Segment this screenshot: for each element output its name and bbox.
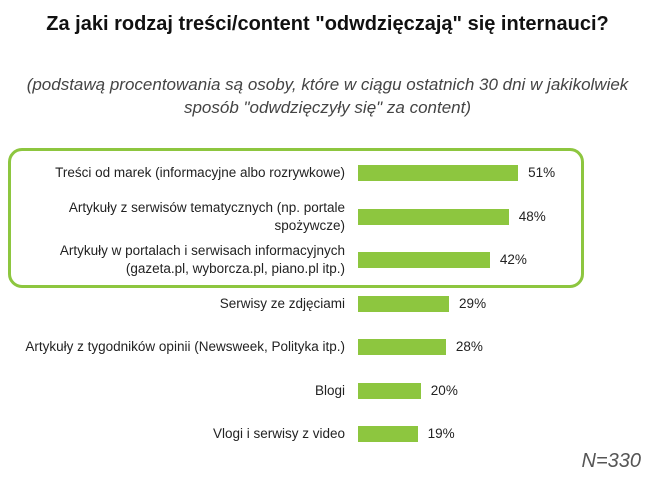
value-label: 19%	[427, 426, 455, 441]
chart-title: Za jaki rodzaj treści/content "odwdzięcz…	[46, 13, 609, 35]
bar	[358, 339, 446, 355]
category-label: Artykuły w portalach i serwisach informa…	[59, 243, 345, 276]
bar	[358, 382, 421, 399]
value-label: 20%	[430, 382, 458, 398]
value-label: 42%	[499, 252, 527, 267]
bar	[358, 165, 519, 181]
bar	[358, 295, 450, 312]
value-label: 29%	[459, 295, 487, 311]
category-label: Blogi	[314, 382, 345, 398]
bar	[358, 426, 418, 442]
category-label: Artykuły z serwisów tematycznych (np. po…	[68, 199, 345, 233]
category-label: Artykuły z tygodników opinii (Newsweek, …	[25, 339, 345, 354]
chart-subtitle: (podstawą procentowania są osoby, które …	[26, 75, 629, 117]
category-label: Serwisy ze zdjęciami	[219, 295, 345, 311]
value-label: 28%	[455, 339, 483, 354]
bar	[358, 208, 509, 225]
highlight-box	[8, 148, 584, 288]
bar	[358, 252, 490, 268]
category-label: Vlogi i serwisy z video	[212, 426, 345, 441]
annotation: N=330	[581, 450, 642, 472]
category-label: Treści od marek (informacyjne albo rozry…	[55, 165, 345, 180]
value-label: 48%	[518, 208, 546, 224]
value-label: 51%	[528, 165, 556, 180]
